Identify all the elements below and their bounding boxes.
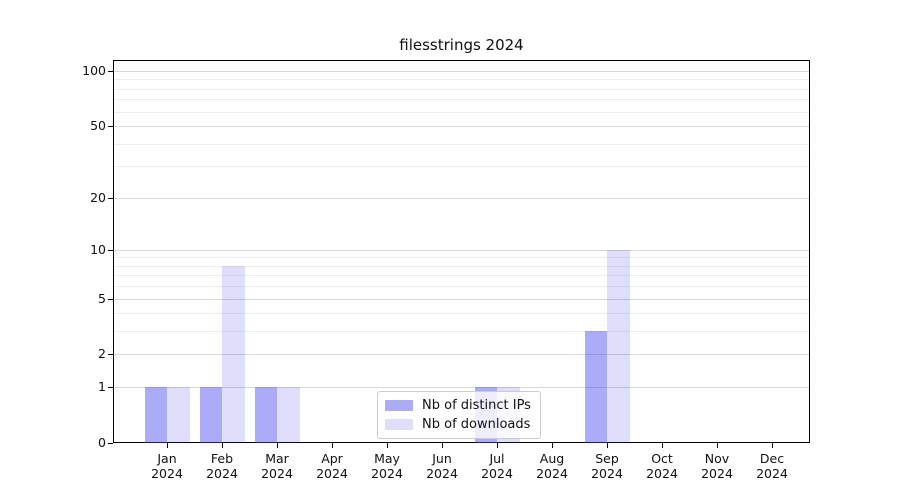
bar-mar-downloads [277,387,300,443]
x-tick [222,443,223,448]
major-gridline [114,126,809,128]
x-tick [442,443,443,448]
legend-swatch-distinct-ips [385,400,413,411]
minor-gridline [114,88,809,90]
bar-feb-downloads [222,265,245,443]
legend: Nb of distinct IPs Nb of downloads [377,391,541,439]
minor-gridline [114,286,809,288]
y-tick [108,443,113,444]
x-tick [387,443,388,448]
minor-gridline [114,99,809,101]
chart-title: filesstrings 2024 [399,36,524,54]
legend-label-downloads: Nb of downloads [422,417,531,432]
x-tick [497,443,498,448]
x-tick-label: Feb 2024 [206,451,238,481]
x-tick [332,443,333,448]
legend-item-distinct-ips: Nb of distinct IPs [385,398,531,413]
x-tick [662,443,663,448]
major-gridline [114,354,809,356]
y-tick [108,354,113,356]
y-tick [108,298,113,300]
x-tick-label: Sep 2024 [591,451,623,481]
bar-sep-downloads [607,249,630,443]
plot-area: Nb of distinct IPs Nb of downloads 0 1 2 5 1… [82,60,810,481]
y-tick-label: 0 [98,435,106,450]
minor-gridline [114,166,809,168]
bar-mar-distinct-ips [254,387,277,443]
y-tick [108,71,113,72]
x-tick-label: Jun 2024 [426,451,458,481]
minor-gridline [114,143,809,145]
major-gridline [114,249,809,251]
y-tick-label: 2 [98,346,106,362]
x-tick [607,443,608,448]
major-gridline [114,197,809,199]
y-tick-label: 5 [98,290,106,306]
minor-gridline [114,79,809,81]
y-tick [108,249,113,251]
y-tick [108,197,113,199]
major-gridline [114,298,809,300]
y-tick [108,387,113,389]
x-tick-label: Apr 2024 [316,451,348,481]
x-tick-label: Nov 2024 [701,451,733,481]
x-tick-label: May 2024 [371,451,403,481]
legend-item-downloads: Nb of downloads [385,417,531,432]
x-tick-label: Aug 2024 [536,451,568,481]
minor-gridline [114,111,809,113]
minor-gridline [114,257,809,259]
x-tick [277,443,278,448]
x-tick [552,443,553,448]
bar-feb-distinct-ips [199,387,222,443]
minor-gridline [114,265,809,267]
bar-sep-distinct-ips [584,331,607,443]
y-tick-label: 20 [90,189,106,205]
x-tick-label: Jul 2024 [481,451,513,481]
x-tick [717,443,718,448]
y-tick [108,126,113,128]
bar-jan-distinct-ips [144,387,167,443]
y-tick-label: 50 [90,118,106,134]
minor-gridline [114,275,809,277]
x-tick-label: Jan 2024 [151,451,183,481]
legend-swatch-downloads [385,419,413,430]
minor-gridline [114,331,809,333]
x-tick [772,443,773,448]
major-gridline [114,71,809,72]
y-tick-label: 10 [90,241,106,257]
x-tick-label: Oct 2024 [646,451,678,481]
minor-gridline [114,313,809,315]
x-tick-label: Mar 2024 [261,451,293,481]
x-tick-label: Dec 2024 [756,451,788,481]
bar-jan-downloads [167,387,190,443]
legend-label-distinct-ips: Nb of distinct IPs [422,398,531,413]
x-tick [167,443,168,448]
y-tick-label: 100 [82,63,106,78]
y-tick-label: 1 [98,379,106,395]
